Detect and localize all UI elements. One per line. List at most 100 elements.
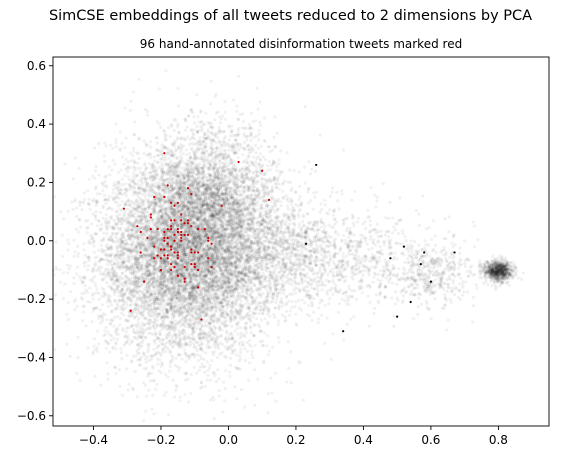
outlier-point [419,263,422,266]
disinformation-point [190,263,193,266]
disinformation-point [186,187,190,190]
disinformation-point [169,248,173,251]
disinformation-point [163,195,166,199]
disinformation-point [176,230,179,234]
disinformation-point [176,251,179,254]
disinformation-point [180,239,183,242]
disinformation-point [200,318,203,321]
disinformation-point [156,254,159,257]
disinformation-point [149,216,152,219]
disinformation-point [183,277,186,280]
disinformation-point [159,257,163,260]
disinformation-point [261,169,264,172]
disinformation-point [153,245,156,248]
disinformation-point [267,198,271,202]
disinformation-point [176,201,179,204]
x-tick-label: 0.0 [219,433,238,447]
y-tick-label: −0.6 [17,409,46,423]
outlier-point [423,251,426,254]
outlier-point [315,163,318,167]
outlier-point [396,315,399,318]
x-tick-label: 0.8 [489,433,508,447]
x-tick-label: 0.4 [354,433,373,447]
disinformation-point [220,204,223,207]
disinformation-point [180,230,183,234]
disinformation-point [176,274,179,277]
disinformation-point [139,251,142,254]
disinformation-point [136,225,139,228]
disinformation-point [190,251,193,254]
outlier-point [389,257,392,260]
disinformation-point [159,248,163,251]
disinformation-point [203,228,206,231]
disinformation-point [183,280,186,283]
disinformation-point [186,219,190,222]
disinformation-point [180,236,183,239]
outlier-point [409,300,412,304]
disinformation-point [173,219,176,222]
disinformation-point [163,254,166,257]
disinformation-point [146,236,149,239]
disinformation-point [176,228,179,231]
disinformation-point [196,268,200,272]
disinformation-point [183,222,186,225]
density-layer [51,69,525,423]
y-tick-label: −0.4 [17,350,46,364]
disinformation-point [207,239,210,242]
disinformation-point [176,254,179,257]
density-cluster-3 [101,163,413,370]
x-tick-label: 0.2 [286,433,305,447]
disinformation-point [149,228,152,231]
disinformation-point [196,228,200,231]
disinformation-point [173,239,176,242]
disinformation-point [180,213,183,216]
x-tick-label: −0.2 [146,433,175,447]
disinformation-point [163,239,166,242]
disinformation-point [163,236,166,239]
disinformation-point [163,248,166,251]
disinformation-point [183,233,186,237]
disinformation-point [176,257,179,260]
disinformation-points [122,152,271,321]
x-tick-label: −0.4 [79,433,108,447]
disinformation-point [190,192,193,196]
y-tick-label: −0.2 [17,292,46,306]
disinformation-point [190,248,193,251]
disinformation-point [139,230,142,234]
disinformation-point [143,280,146,283]
disinformation-point [169,219,173,222]
disinformation-point [169,201,173,204]
disinformation-point [122,207,125,210]
disinformation-point [153,195,156,199]
disinformation-point [183,265,186,269]
axes-frame [52,56,550,427]
disinformation-point [166,242,169,245]
chart-subtitle: 96 hand-annotated disinformation tweets … [139,37,463,51]
disinformation-point [156,228,159,231]
x-axis: −0.4 −0.2 0.0 0.2 0.4 0.6 0.8 [79,426,508,447]
outlier-point [342,330,345,333]
disinformation-point [193,263,196,266]
disinformation-point [169,228,173,231]
disinformation-point [210,265,213,269]
outlier-point [453,251,456,254]
y-tick-label: 0.4 [27,117,46,131]
chart-title: SimCSE embeddings of all tweets reduced … [48,8,533,24]
density-cluster-5 [359,217,483,332]
disinformation-point [173,265,176,269]
disinformation-point [173,251,176,254]
disinformation-point [173,204,176,207]
disinformation-point [180,233,183,237]
disinformation-point [163,152,166,155]
y-axis: −0.6 −0.4 −0.2 0.0 0.2 0.4 0.6 [17,59,53,423]
disinformation-point [149,213,152,216]
y-tick-label: 0.6 [27,59,46,73]
disinformation-point [129,309,132,312]
disinformation-point [207,236,210,239]
disinformation-point [159,268,163,272]
disinformation-point [193,251,196,254]
disinformation-point [210,242,213,245]
density-cluster-1 [51,69,345,423]
disinformation-point [193,265,196,269]
outlier-point [429,280,433,283]
